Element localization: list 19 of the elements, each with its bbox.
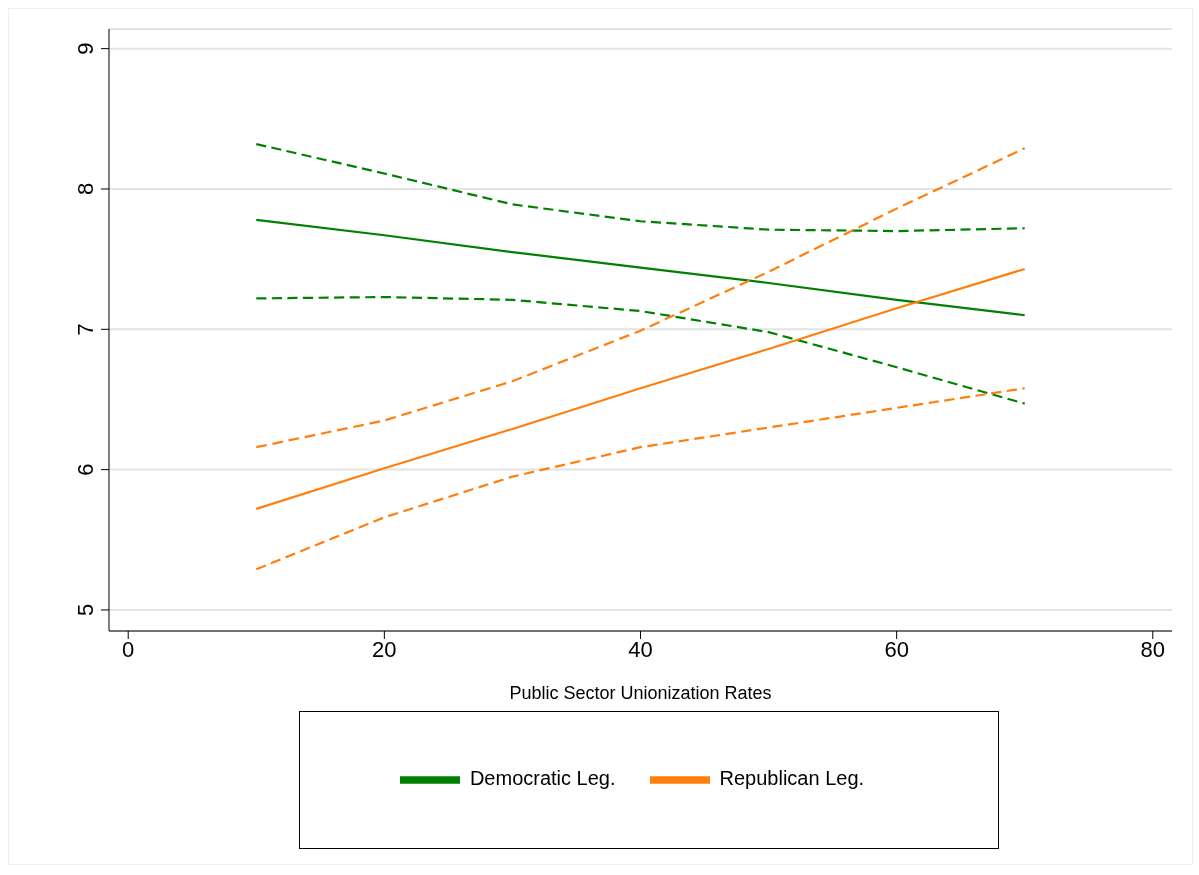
legend-label: Republican Leg. [719, 767, 865, 790]
x-tick-label: 60 [884, 636, 909, 662]
x-tick-label: 40 [628, 636, 653, 662]
x-tick-label: 0 [122, 636, 135, 662]
legend-label: Democratic Leg. [469, 767, 616, 790]
y-tick-label: 7 [73, 323, 98, 336]
x-tick-label: 80 [1140, 636, 1166, 662]
line-series [255, 267, 1026, 511]
y-tick-label: 8 [73, 182, 98, 196]
line-series [255, 147, 1026, 449]
line-series [255, 387, 1026, 571]
line-series [255, 218, 1026, 317]
line-series [255, 295, 1026, 405]
y-tick-label: 5 [73, 603, 98, 617]
y-tick-label: 9 [73, 42, 98, 55]
x-tick-label: 20 [372, 636, 397, 662]
line-series [255, 142, 1026, 233]
y-tick-label: 6 [73, 463, 98, 476]
x-axis-title: Public Sector Unionization Rates [509, 683, 772, 703]
